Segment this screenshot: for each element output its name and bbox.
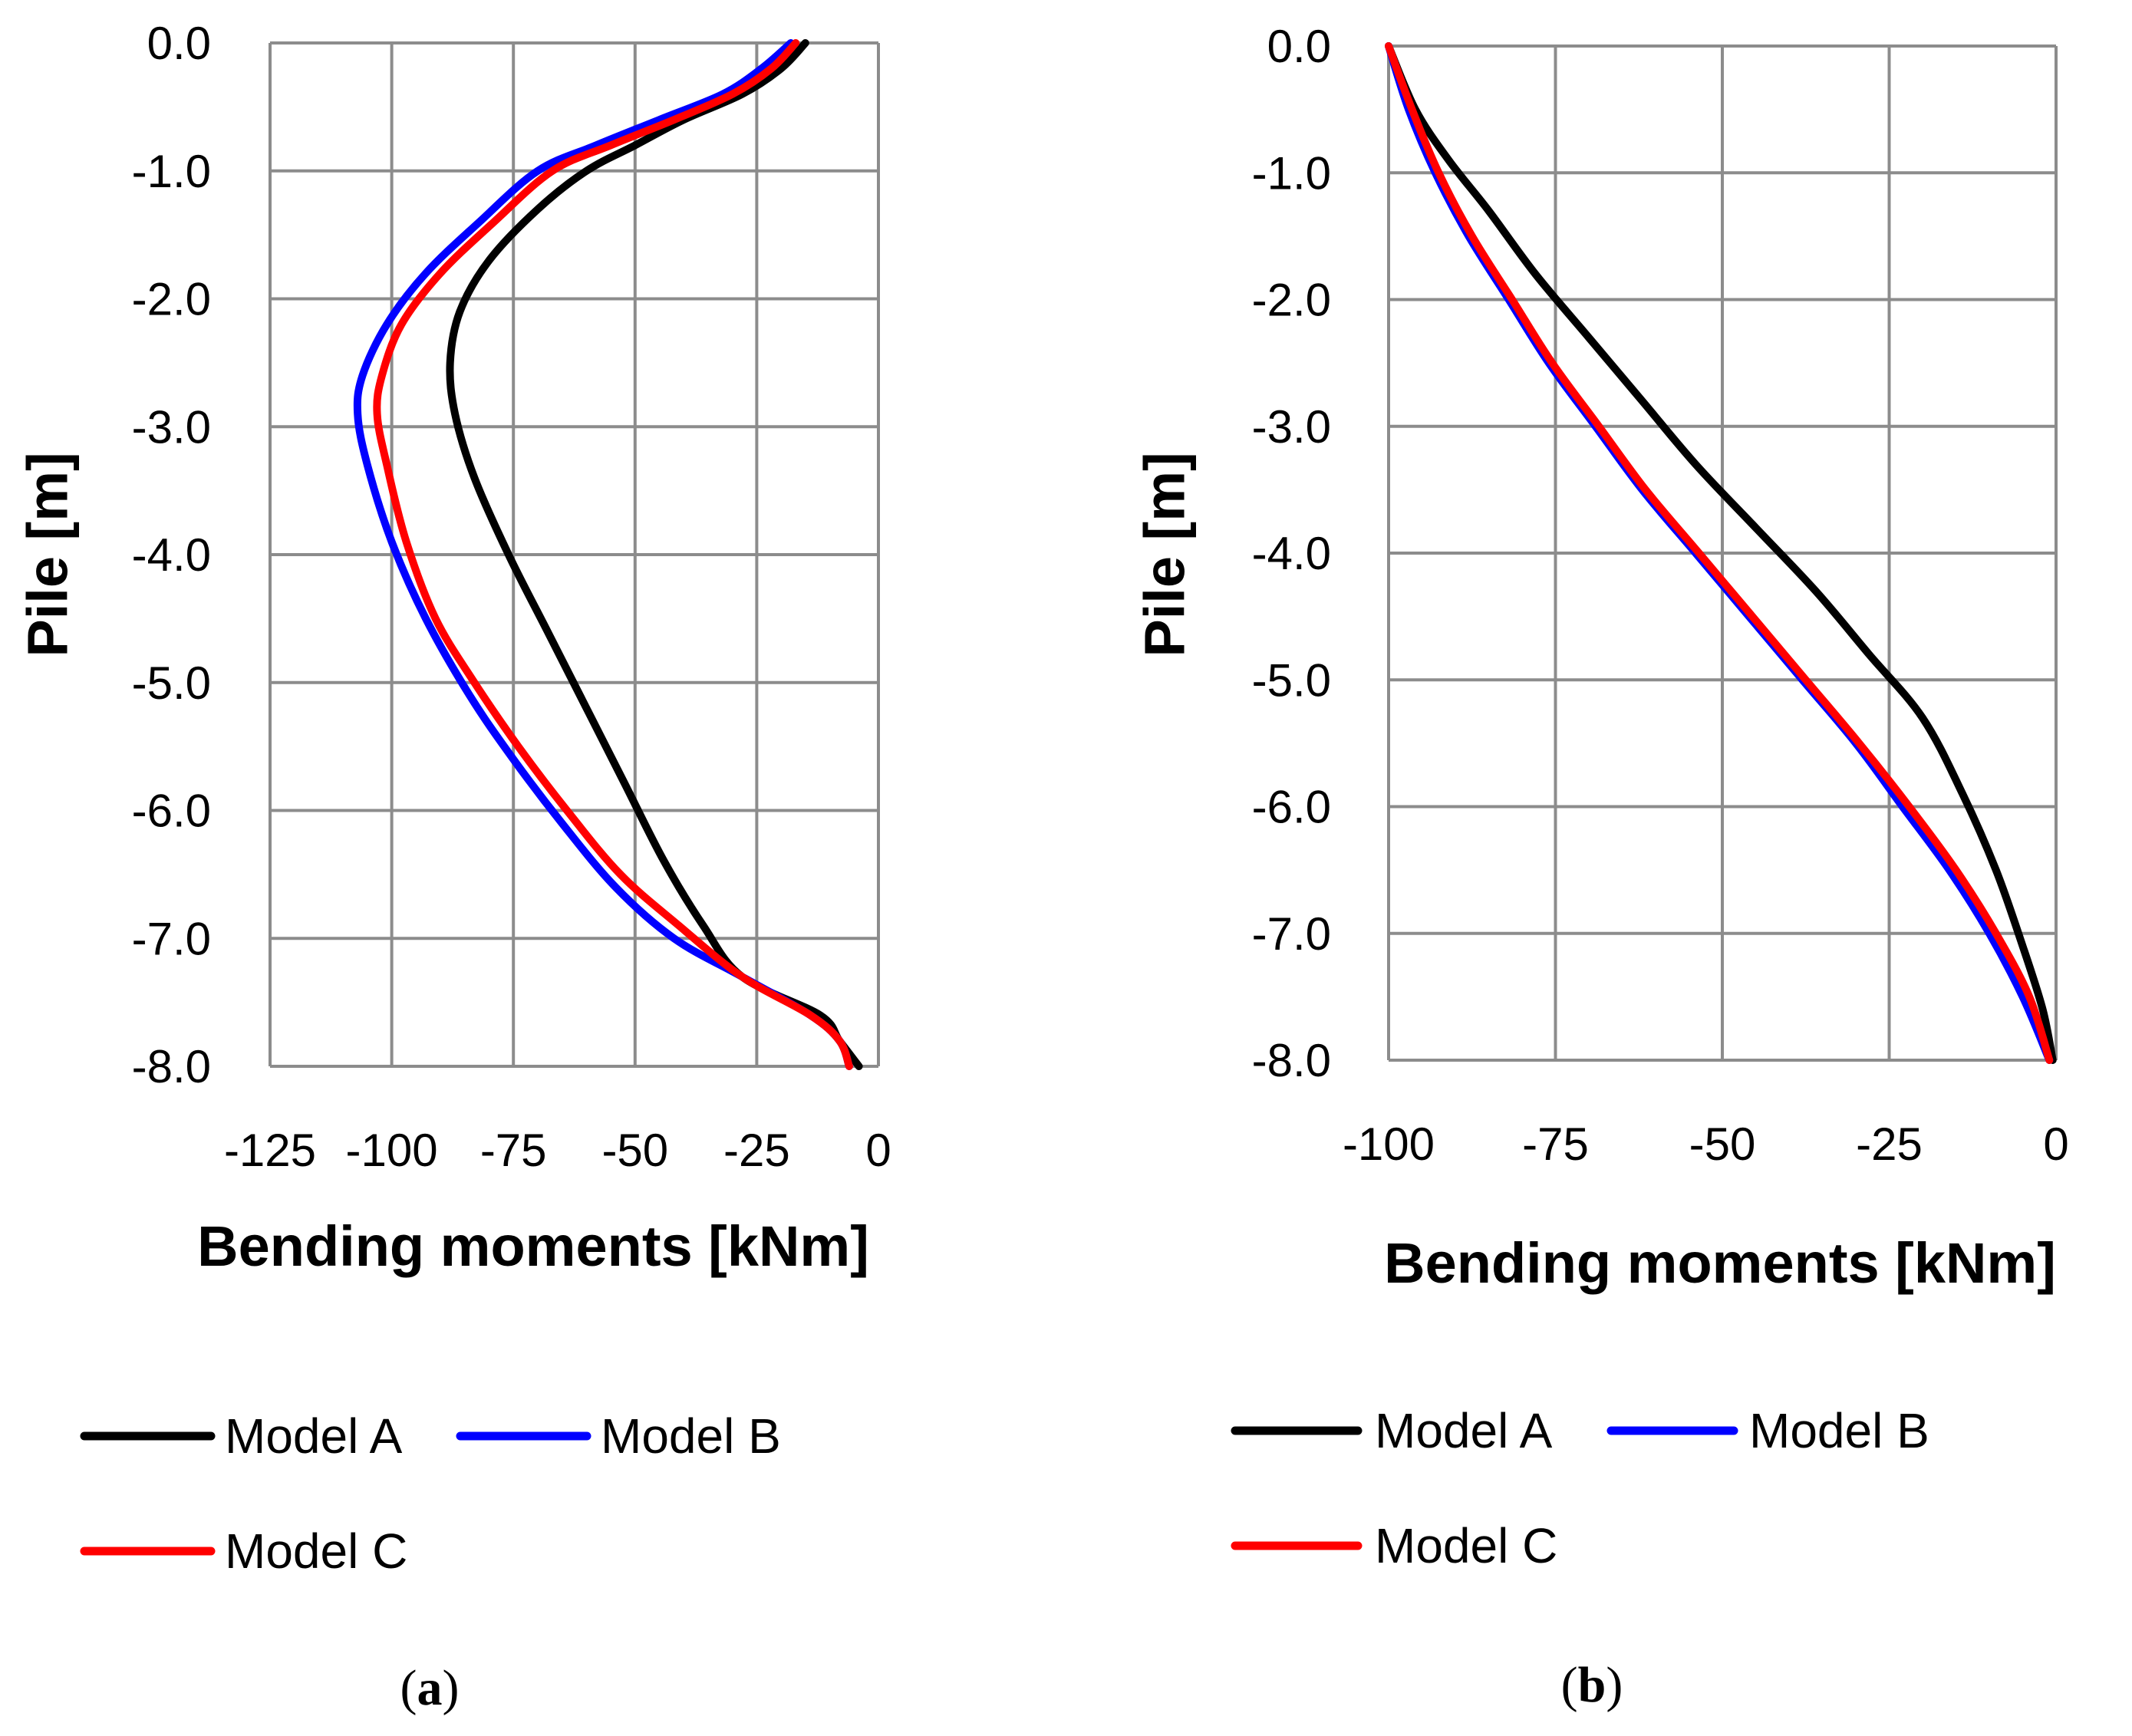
x-tick-label: -25 bbox=[1856, 1118, 1923, 1170]
y-tick-label: -2.0 bbox=[1252, 275, 1331, 326]
y-tick-label: -7.0 bbox=[132, 913, 211, 964]
x-tick-label: -100 bbox=[346, 1125, 438, 1176]
x-tick-label: -50 bbox=[1689, 1118, 1756, 1170]
chart-panel-b: -100 -75 -50 -25 0 0.0 -1.0 -2.0 -3.0 -4.0 -5.0 -6.… bbox=[1133, 21, 2069, 1713]
y-tick-label: -6.0 bbox=[132, 786, 211, 837]
x-tick-label: -25 bbox=[723, 1125, 790, 1176]
legend-label: Model B bbox=[1749, 1403, 1929, 1458]
legend: Model A Model B Model C bbox=[1231, 1403, 1929, 1573]
y-tick-label: -2.0 bbox=[132, 274, 211, 325]
y-tick-label: -8.0 bbox=[1252, 1035, 1331, 1086]
y-tick-label: -3.0 bbox=[1252, 401, 1331, 453]
legend-label: Model A bbox=[1375, 1403, 1553, 1458]
chart-panel-a: -125 -100 -75 -50 -25 0 0.0 -1.0 -2.0 -3.0 -4.0 -5.… bbox=[16, 18, 891, 1716]
x-tick-label: -100 bbox=[1343, 1118, 1435, 1170]
legend-label: Model B bbox=[601, 1408, 781, 1464]
y-tick-label: -5.0 bbox=[132, 657, 211, 709]
series-line-model-c bbox=[1385, 42, 2054, 1064]
caption-letter: a bbox=[417, 1660, 443, 1716]
y-tick-label: -4.0 bbox=[1252, 528, 1331, 579]
series-line-model-b bbox=[353, 39, 853, 1070]
caption-letter: b bbox=[1578, 1657, 1606, 1713]
y-tick-label: -5.0 bbox=[1252, 654, 1331, 706]
legend: Model A Model B Model C bbox=[80, 1408, 781, 1579]
series-line-model-a bbox=[446, 39, 863, 1070]
y-axis-title: Pile [m] bbox=[16, 452, 80, 657]
y-tick-label: -8.0 bbox=[132, 1041, 211, 1092]
x-axis-title: Bending moments [kNm] bbox=[197, 1214, 869, 1278]
y-tick-label: 0.0 bbox=[1267, 21, 1331, 72]
x-tick-label: -75 bbox=[1522, 1118, 1589, 1170]
series-line-model-c bbox=[373, 39, 853, 1070]
panel-caption: (b) bbox=[1561, 1657, 1623, 1713]
caption-open-paren: ( bbox=[400, 1660, 417, 1716]
y-tick-label: -7.0 bbox=[1252, 908, 1331, 960]
panel-caption: (a) bbox=[400, 1660, 460, 1716]
y-axis-title: Pile [m] bbox=[1133, 452, 1197, 657]
x-tick-label: 0 bbox=[865, 1125, 891, 1176]
x-tick-label: -50 bbox=[601, 1125, 668, 1176]
series-line-model-a bbox=[1385, 42, 2057, 1064]
x-tick-label: -75 bbox=[480, 1125, 547, 1176]
y-tick-label: -1.0 bbox=[132, 146, 211, 197]
x-axis-title: Bending moments [kNm] bbox=[1384, 1231, 2056, 1295]
x-tick-label: -125 bbox=[224, 1125, 316, 1176]
legend-label: Model C bbox=[1375, 1518, 1557, 1573]
y-tick-label: 0.0 bbox=[147, 18, 211, 69]
y-tick-label: -1.0 bbox=[1252, 147, 1331, 199]
legend-label: Model A bbox=[225, 1408, 403, 1464]
y-tick-label: -4.0 bbox=[132, 529, 211, 581]
caption-close-paren: ) bbox=[1606, 1657, 1623, 1713]
legend-label: Model C bbox=[225, 1524, 407, 1579]
caption-close-paren: ) bbox=[443, 1660, 460, 1716]
y-tick-label: -3.0 bbox=[132, 401, 211, 453]
x-tick-label: 0 bbox=[2043, 1118, 2068, 1170]
caption-open-paren: ( bbox=[1561, 1657, 1578, 1713]
y-tick-label: -6.0 bbox=[1252, 782, 1331, 833]
